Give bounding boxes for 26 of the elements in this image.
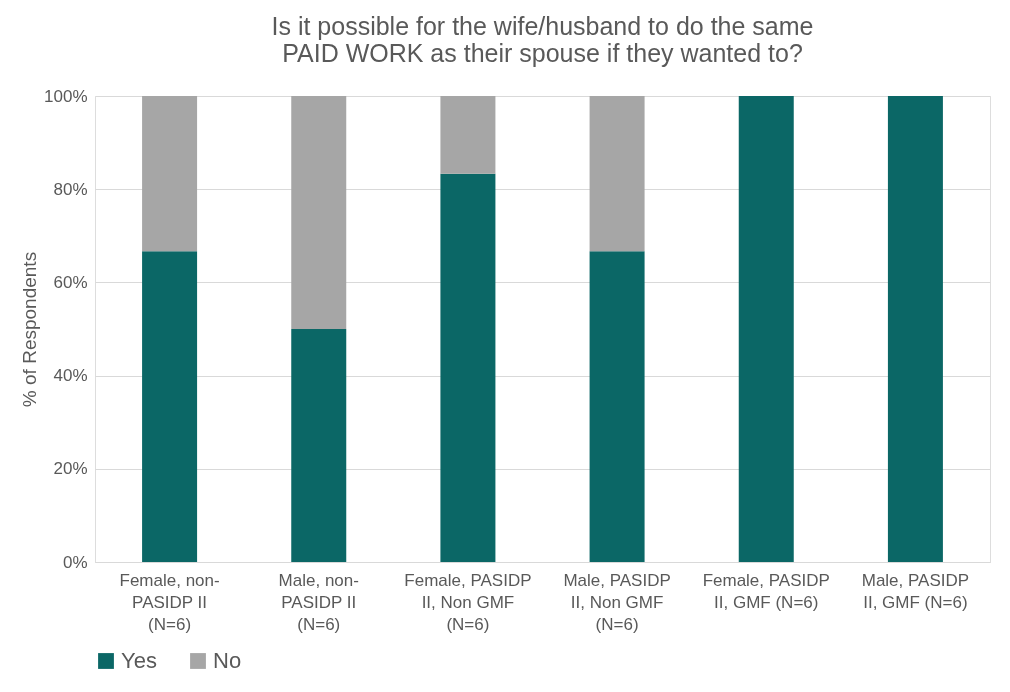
x-tick-label: Female, PASIDP II, GMF (N=6) xyxy=(702,570,830,612)
x-tick-label: Male, PASIDP II, Non GMF (N=6) xyxy=(563,570,671,634)
bar xyxy=(291,329,347,562)
bar xyxy=(142,96,198,252)
y-axis-title: % of Respondents xyxy=(19,251,41,408)
x-tick-label: Female, non-PASIDP II (N=6) xyxy=(119,570,220,634)
chart-title: Is it possible for the wife/husband to do the same PAID WORK as their spouse if they wanted to? xyxy=(271,12,814,67)
bar xyxy=(738,96,794,562)
bar xyxy=(589,96,645,252)
bar xyxy=(291,96,347,329)
bar xyxy=(887,96,943,562)
legend-label: Yes xyxy=(121,648,157,673)
x-tick-label: Male, PASIDP II, GMF (N=6) xyxy=(861,570,970,612)
y-tick-label: 80% xyxy=(53,179,88,199)
y-tick-label: 0% xyxy=(62,552,88,572)
bar xyxy=(440,173,496,562)
y-tick-label: 20% xyxy=(53,459,88,479)
y-tick-label: 40% xyxy=(53,366,88,386)
x-tick-label: Male, non-PASIDP II (N=6) xyxy=(278,570,359,634)
bar xyxy=(440,96,496,174)
legend-label: No xyxy=(213,648,242,673)
bar xyxy=(142,251,198,562)
bar xyxy=(589,251,645,562)
x-tick-label: Female, PASIDP II, Non GMF (N=6) xyxy=(404,570,532,634)
y-tick-label: 100% xyxy=(44,86,88,106)
y-tick-label: 60% xyxy=(53,272,88,292)
